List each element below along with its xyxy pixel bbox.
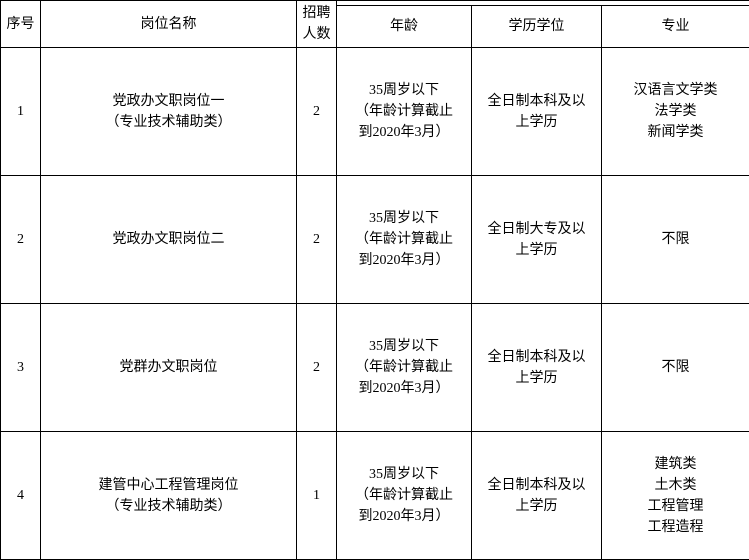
cell-count: 1	[297, 432, 337, 560]
cell-major: 不限	[602, 304, 749, 432]
table-row: 3 党群办文职岗位 2 35周岁以下（年龄计算截止到2020年3月） 全日制本科…	[1, 304, 749, 432]
header-major: 专业	[602, 5, 749, 47]
header-count: 招聘人数	[297, 1, 337, 48]
table-row: 2 党政办文职岗位二 2 35周岁以下（年龄计算截止到2020年3月） 全日制大…	[1, 176, 749, 304]
header-seq: 序号	[1, 1, 41, 48]
recruitment-table: 序号 岗位名称 招聘人数 年龄 学历学位 专业 1 党政办文职岗位一（专业技术辅…	[0, 0, 749, 560]
cell-seq: 3	[1, 304, 41, 432]
cell-seq: 1	[1, 48, 41, 176]
header-age: 年龄	[337, 5, 472, 47]
cell-age: 35周岁以下（年龄计算截止到2020年3月）	[337, 304, 472, 432]
cell-position: 党群办文职岗位	[41, 304, 297, 432]
cell-position: 党政办文职岗位一（专业技术辅助类）	[41, 48, 297, 176]
cell-education: 全日制大专及以上学历	[472, 176, 602, 304]
table-row: 1 党政办文职岗位一（专业技术辅助类） 2 35周岁以下（年龄计算截止到2020…	[1, 48, 749, 176]
cell-count: 2	[297, 304, 337, 432]
cell-major: 汉语言文学类法学类新闻学类	[602, 48, 749, 176]
cell-age: 35周岁以下（年龄计算截止到2020年3月）	[337, 432, 472, 560]
cell-education: 全日制本科及以上学历	[472, 304, 602, 432]
cell-position: 党政办文职岗位二	[41, 176, 297, 304]
header-position: 岗位名称	[41, 1, 297, 48]
header-education: 学历学位	[472, 5, 602, 47]
cell-age: 35周岁以下（年龄计算截止到2020年3月）	[337, 176, 472, 304]
cell-age: 35周岁以下（年龄计算截止到2020年3月）	[337, 48, 472, 176]
cell-major: 建筑类土木类工程管理工程造程	[602, 432, 749, 560]
cell-seq: 2	[1, 176, 41, 304]
cell-education: 全日制本科及以上学历	[472, 432, 602, 560]
cell-seq: 4	[1, 432, 41, 560]
cell-count: 2	[297, 48, 337, 176]
cell-position: 建管中心工程管理岗位（专业技术辅助类）	[41, 432, 297, 560]
table-row: 4 建管中心工程管理岗位（专业技术辅助类） 1 35周岁以下（年龄计算截止到20…	[1, 432, 749, 560]
cell-education: 全日制本科及以上学历	[472, 48, 602, 176]
cell-count: 2	[297, 176, 337, 304]
cell-major: 不限	[602, 176, 749, 304]
